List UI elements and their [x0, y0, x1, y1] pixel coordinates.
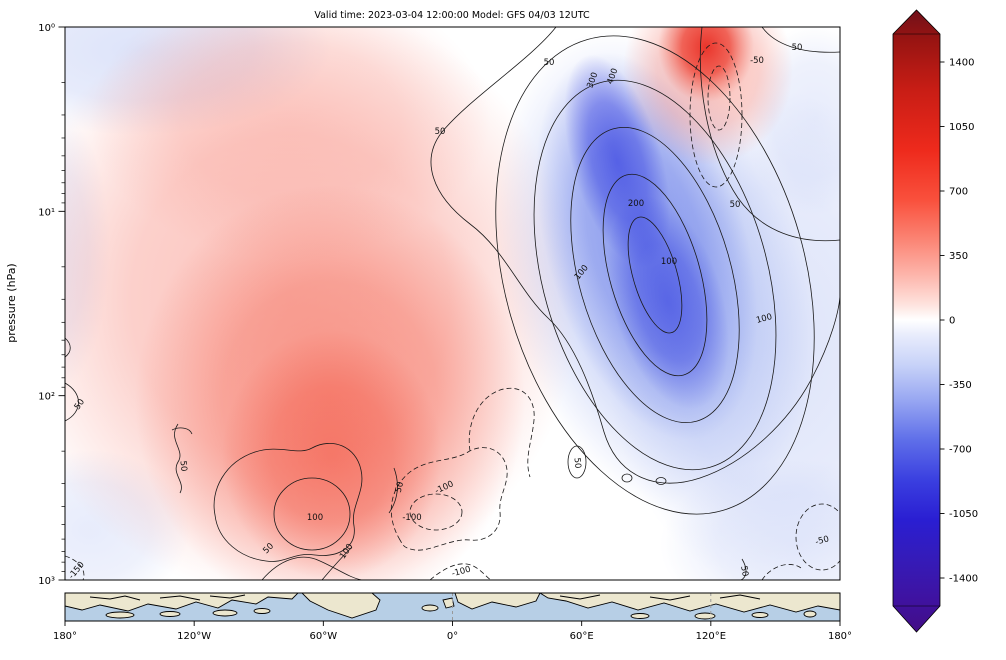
colorbar-tick-label: 350 [949, 251, 968, 262]
x-tick-label-180e: 180° [828, 631, 852, 642]
contour-label: 50 [544, 58, 555, 68]
contour-label: 50 [738, 565, 750, 577]
contour-label: 50 [435, 127, 446, 137]
contour-label: 50 [792, 43, 803, 53]
chart-title: Valid time: 2023-03-04 12:00:00 Model: G… [314, 10, 590, 21]
colorbar-tick-label: -1050 [949, 509, 978, 520]
y-tick-label-100hpa: 10² [38, 392, 55, 403]
x-tick-label-180w: 180° [53, 631, 77, 642]
contour-label: 50 [178, 460, 189, 472]
y-tick-label-1000hpa: 10³ [38, 576, 55, 587]
contour-label: 100 [661, 257, 677, 267]
x-tick-label-120w: 120°W [177, 631, 211, 642]
contour-label: -100 [451, 565, 472, 580]
y-axis: 10⁰ 10¹ 10² 10³ pressure (hPa) [5, 23, 65, 587]
contour-label: -100 [402, 513, 421, 523]
colorbar-tick-label: -1400 [949, 574, 978, 585]
colorbar-tick-label: 1050 [949, 122, 974, 133]
contour-label: -50 [750, 56, 764, 66]
x-tick-label-60w: 60°W [310, 631, 338, 642]
x-tick-label-0: 0° [447, 631, 458, 642]
y-tick-label-10hpa: 10¹ [38, 207, 55, 218]
contour-lines [65, 27, 840, 580]
contour-label: 100 [307, 513, 323, 523]
contour-label: 50 [394, 481, 406, 494]
x-tick-label-120e: 120°E [696, 631, 726, 642]
y-tick-label-1hpa: 10⁰ [38, 23, 55, 34]
x-tick-label-60e: 60°E [570, 631, 594, 642]
contour-label: 100 [755, 312, 773, 326]
colorbar-tick-label: 700 [949, 187, 968, 198]
colorbar-tick-label: -350 [949, 380, 972, 391]
colorbar: 1400 1050 700 350 0 -350 -700 -1050 -140… [892, 9, 978, 633]
coastline-europe [454, 593, 541, 610]
contour-label: -50 [814, 534, 830, 547]
coastline-eurasia [539, 593, 840, 613]
shaded-anomaly-field [65, 27, 840, 580]
y-axis-label: pressure (hPa) [5, 263, 18, 342]
coastline-iceland [421, 604, 439, 612]
coastline-british-isles [442, 597, 455, 609]
colorbar-tick-label: -700 [949, 445, 972, 456]
inset-map-strip [64, 592, 841, 622]
colorbar-gradient [892, 9, 941, 633]
positive-anomaly-main [65, 27, 580, 580]
coastline-north-america [65, 593, 299, 612]
colorbar-ticks [940, 61, 945, 579]
colorbar-tick-label: 0 [949, 316, 955, 327]
plot-border [64, 26, 841, 581]
contour-label: 200 [628, 199, 644, 209]
coastline-greenland [301, 593, 381, 619]
contour-label: 50 [730, 200, 741, 210]
colorbar-tick-label: 1400 [949, 58, 974, 69]
x-axis: 180° 120°W 60°W 0° 60°E 120°E 180° [53, 621, 852, 642]
contour-label: 50 [572, 457, 583, 469]
y-minor-ticks [61, 82, 65, 572]
